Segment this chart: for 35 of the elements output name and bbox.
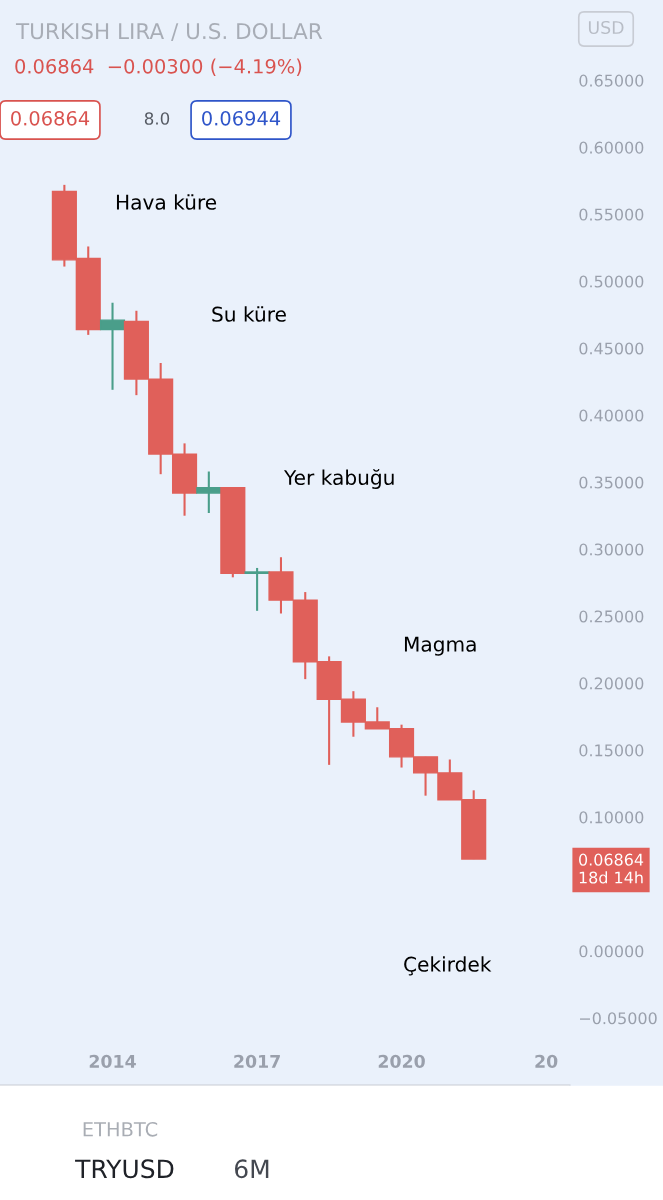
candlestick: [196, 470, 222, 515]
y-tick-label: 0.10000: [579, 811, 644, 824]
candlestick: [244, 566, 270, 612]
annotation: Su küre: [212, 306, 286, 322]
text: 0.06864 18d 14h: [579, 853, 644, 884]
y-tick-label: 0.25000: [579, 610, 644, 623]
text: 6M: [235, 1159, 269, 1179]
y-tick-label: 0.35000: [579, 476, 644, 489]
annotation: 0.06944: [202, 110, 281, 126]
annotation: Yer kabuğu: [283, 469, 394, 489]
x-tick-label: 2014: [89, 1054, 136, 1068]
y-tick-label: 0.45000: [579, 342, 644, 355]
text: TURKISH LIRA / U.S. DOLLAR: [15, 22, 323, 41]
candlestick: [99, 301, 126, 391]
x-tick-label: 2020: [378, 1054, 425, 1068]
annotation: Hava küre: [116, 194, 217, 210]
y-tick-label: 0.20000: [579, 677, 644, 690]
y-tick-label: −0.05000: [580, 1012, 657, 1025]
text: 0.06864 −0.00300 (−4.19%): [15, 58, 302, 76]
y-tick-label: 0.55000: [579, 208, 644, 221]
annotation: Magma: [404, 636, 476, 656]
annotation: Çekirdek: [404, 956, 492, 976]
x-tick-label: 2017: [234, 1054, 280, 1068]
y-tick-label: 0.00000: [579, 945, 644, 958]
y-tick-label: 0.65000: [579, 74, 644, 87]
y-tick-label: 0.15000: [579, 744, 644, 757]
text: ETHBTC: [83, 1121, 158, 1137]
annotation: 0.06864: [11, 110, 90, 126]
y-tick-label: 0.50000: [579, 275, 644, 288]
x-tick-label: 20: [535, 1054, 558, 1068]
y-tick-label: 0.60000: [579, 141, 644, 154]
y-tick-label: 0.30000: [579, 543, 644, 556]
annotation: 8.0: [144, 112, 170, 125]
text: TRYUSD: [75, 1159, 174, 1179]
y-tick-label: 0.40000: [579, 409, 644, 422]
